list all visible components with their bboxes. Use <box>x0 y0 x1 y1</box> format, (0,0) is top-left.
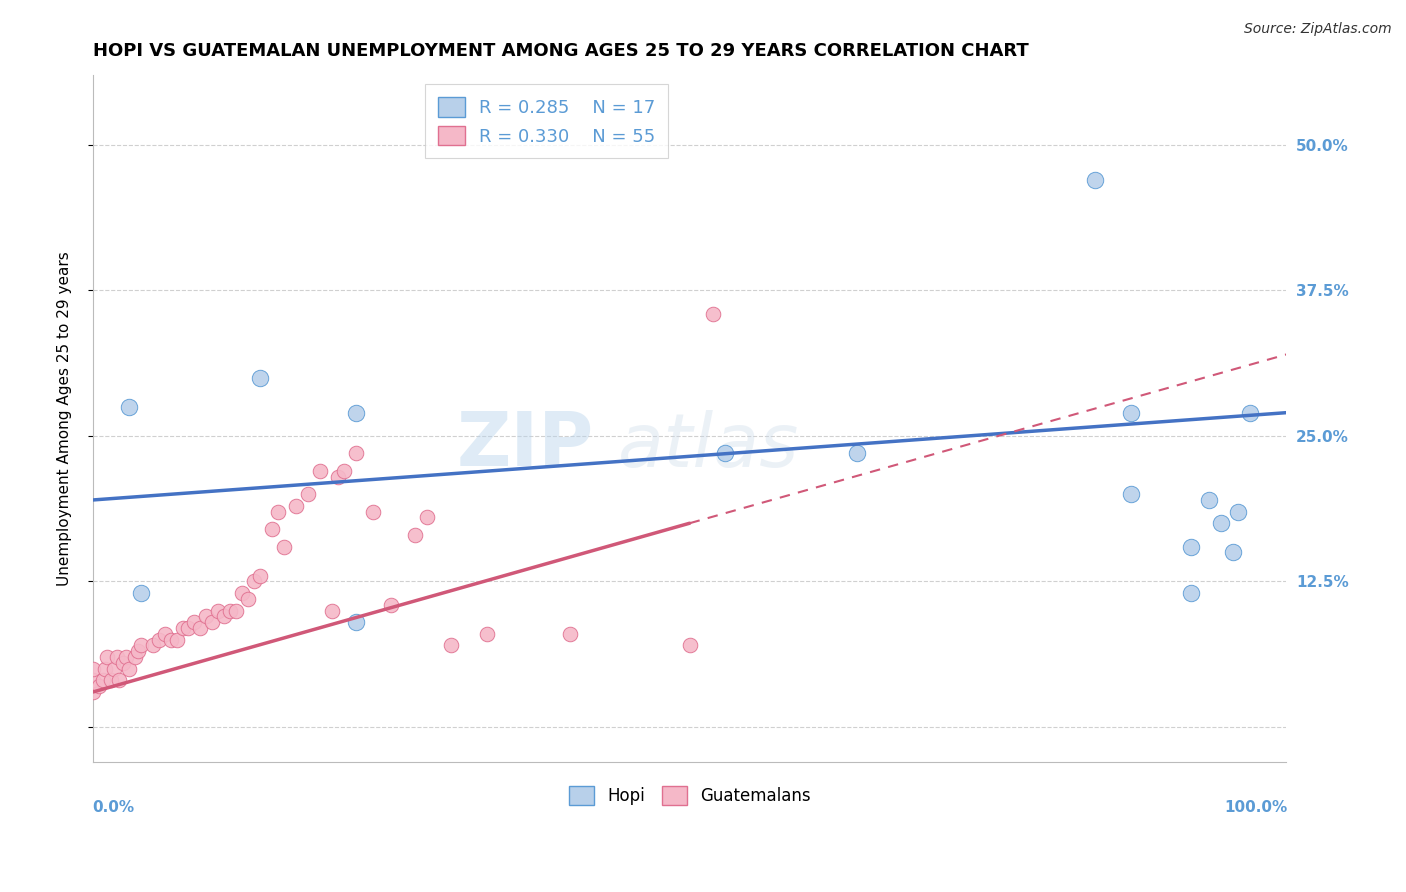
Text: atlas: atlas <box>619 410 800 482</box>
Point <box>172 621 194 635</box>
Point <box>153 627 176 641</box>
Point <box>1239 406 1261 420</box>
Point <box>560 627 582 641</box>
Point <box>332 464 354 478</box>
Point <box>111 656 134 670</box>
Point <box>103 662 125 676</box>
Point <box>115 650 138 665</box>
Point <box>308 464 330 478</box>
Point <box>100 673 122 688</box>
Point <box>344 406 367 420</box>
Point <box>1222 545 1244 559</box>
Point <box>678 639 700 653</box>
Point <box>214 609 236 624</box>
Point <box>236 591 259 606</box>
Point <box>440 639 463 653</box>
Point <box>231 586 253 600</box>
Point <box>363 505 385 519</box>
Point <box>148 632 170 647</box>
Point <box>105 650 128 665</box>
Point <box>321 603 343 617</box>
Point <box>129 639 152 653</box>
Point <box>1180 540 1202 554</box>
Point <box>183 615 205 629</box>
Point <box>219 603 242 617</box>
Point <box>249 371 271 385</box>
Point <box>201 615 224 629</box>
Point <box>260 522 283 536</box>
Point <box>1119 406 1142 420</box>
Point <box>96 650 118 665</box>
Point <box>82 662 104 676</box>
Y-axis label: Unemployment Among Ages 25 to 29 years: Unemployment Among Ages 25 to 29 years <box>58 252 72 586</box>
Text: ZIP: ZIP <box>457 409 595 483</box>
Point <box>714 446 737 460</box>
Point <box>127 644 149 658</box>
Point <box>207 603 229 617</box>
Point <box>124 650 146 665</box>
Text: 0.0%: 0.0% <box>91 799 134 814</box>
Text: Source: ZipAtlas.com: Source: ZipAtlas.com <box>1244 22 1392 37</box>
Point <box>1209 516 1232 531</box>
Point <box>87 679 110 693</box>
Point <box>190 621 212 635</box>
Point <box>82 685 104 699</box>
Point <box>475 627 498 641</box>
Point <box>404 528 426 542</box>
Point <box>118 400 141 414</box>
Point <box>177 621 200 635</box>
Point <box>1084 173 1107 187</box>
Point <box>845 446 868 460</box>
Point <box>94 662 117 676</box>
Point <box>243 574 266 589</box>
Point <box>225 603 247 617</box>
Point <box>129 586 152 600</box>
Point <box>344 446 367 460</box>
Point <box>380 598 402 612</box>
Point <box>702 307 724 321</box>
Point <box>249 568 271 582</box>
Point <box>297 487 319 501</box>
Point <box>91 673 114 688</box>
Point <box>267 505 290 519</box>
Point <box>1119 487 1142 501</box>
Point <box>416 510 439 524</box>
Point <box>273 540 295 554</box>
Point <box>195 609 218 624</box>
Point <box>108 673 131 688</box>
Point <box>1227 505 1250 519</box>
Point <box>326 469 349 483</box>
Text: 100.0%: 100.0% <box>1225 799 1288 814</box>
Point <box>82 673 104 688</box>
Point <box>166 632 188 647</box>
Point <box>344 615 367 629</box>
Point <box>1198 492 1220 507</box>
Point <box>142 639 165 653</box>
Point <box>118 662 141 676</box>
Point <box>159 632 181 647</box>
Point <box>1180 586 1202 600</box>
Text: HOPI VS GUATEMALAN UNEMPLOYMENT AMONG AGES 25 TO 29 YEARS CORRELATION CHART: HOPI VS GUATEMALAN UNEMPLOYMENT AMONG AG… <box>93 42 1029 60</box>
Legend: Hopi, Guatemalans: Hopi, Guatemalans <box>562 780 817 812</box>
Point <box>284 499 307 513</box>
